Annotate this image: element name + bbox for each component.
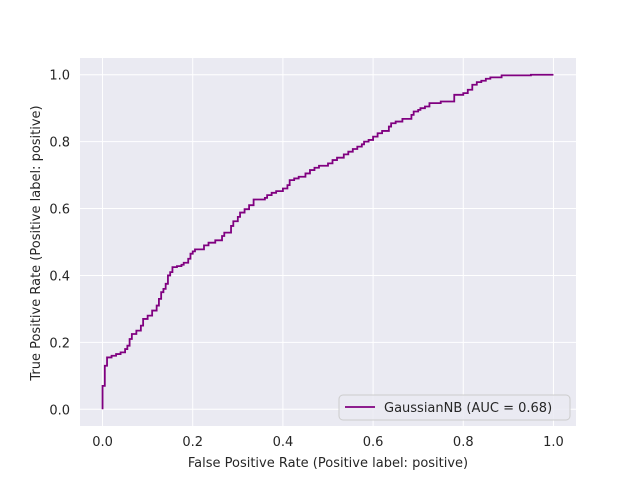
x-tick-label: 0.8: [453, 435, 474, 450]
y-tick-label: 0.0: [49, 403, 70, 418]
roc-curve-line: [101, 73, 554, 410]
legend-label: GaussianNB (AUC = 0.68): [384, 401, 552, 416]
legend-box: [338, 394, 571, 421]
x-tick-label: 0.6: [363, 435, 384, 450]
y-tick-label: 1.0: [49, 69, 70, 84]
x-tick-label: 0.0: [92, 435, 113, 450]
plot-background: [80, 58, 576, 426]
y-tick-label: 0.6: [49, 203, 70, 218]
y-tick-labels: 0.0 0.2 0.4 0.6 0.8 1.0: [49, 69, 70, 419]
y-tick-label: 0.2: [49, 336, 70, 351]
x-tick-label: 0.2: [182, 435, 203, 450]
legend: GaussianNB (AUC = 0.68): [338, 394, 571, 421]
grid-lines: [80, 58, 576, 426]
x-axis-label: False Positive Rate (Positive label: pos…: [188, 456, 468, 471]
y-tick-label: 0.8: [49, 136, 70, 151]
y-axis-label: True Positive Rate (Positive label: posi…: [29, 105, 44, 381]
x-tick-labels: 0.0 0.2 0.4 0.6 0.8 1.0: [92, 435, 564, 450]
x-tick-label: 1.0: [543, 435, 564, 450]
series-layer: [101, 73, 554, 410]
y-tick-label: 0.4: [49, 269, 70, 284]
x-tick-label: 0.4: [273, 435, 294, 450]
